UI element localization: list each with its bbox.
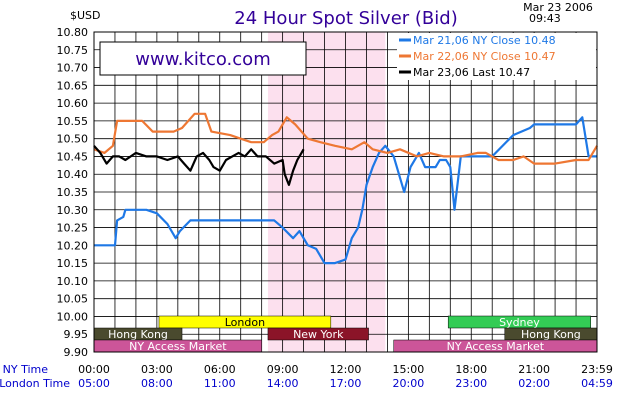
x-tick-ny: 06:00 bbox=[204, 363, 236, 376]
legend-entry: Mar 23,06 Last 10.47 bbox=[413, 66, 530, 79]
chart-title: 24 Hour Spot Silver (Bid) bbox=[234, 8, 457, 29]
y-tick-label: 10.65 bbox=[57, 79, 89, 92]
x-tick-london: 23:00 bbox=[455, 377, 487, 390]
market-label: Hong Kong bbox=[521, 328, 581, 341]
y-tick-label: 10.15 bbox=[57, 257, 89, 270]
market-label: NY Access Market bbox=[129, 340, 227, 353]
y-tick-label: 10.55 bbox=[57, 115, 89, 128]
market-label: Hong Kong bbox=[108, 328, 168, 341]
x-row-label-ny: NY Time bbox=[3, 363, 49, 376]
y-tick-label: 10.70 bbox=[57, 62, 89, 75]
chart-time: 09:43 bbox=[529, 12, 561, 25]
y-tick-label: 10.00 bbox=[57, 310, 89, 323]
market-label: New York bbox=[293, 328, 344, 341]
y-tick-label: 9.95 bbox=[64, 328, 89, 341]
x-tick-london: 05:00 bbox=[78, 377, 110, 390]
x-tick-ny: 18:00 bbox=[455, 363, 487, 376]
series-line bbox=[93, 145, 305, 186]
legend-box bbox=[397, 33, 596, 80]
y-tick-label: 10.50 bbox=[57, 133, 89, 146]
x-tick-london: 11:00 bbox=[204, 377, 236, 390]
x-tick-ny: 23:59 bbox=[581, 363, 613, 376]
y-tick-label: 10.35 bbox=[57, 186, 89, 199]
y-tick-label: 9.90 bbox=[64, 346, 89, 359]
market-bar bbox=[267, 327, 369, 341]
y-axis-ticks: 10.80 10.75 10.70 10.65 10.60 10.55 10.50 10.45… bbox=[57, 26, 89, 359]
series-lines bbox=[93, 112, 598, 265]
y-tick-label: 10.80 bbox=[57, 26, 89, 39]
x-tick-london: 17:00 bbox=[330, 377, 362, 390]
y-tick-label: 10.20 bbox=[57, 239, 89, 252]
x-tick-ny: 21:00 bbox=[518, 363, 550, 376]
y-tick-label: 10.40 bbox=[57, 168, 89, 181]
y-tick-label: 10.75 bbox=[57, 44, 89, 57]
x-tick-ny: 15:00 bbox=[393, 363, 425, 376]
legend: Mar 21,06 NY Close 10.48 Mar 22,06 NY Clo… bbox=[397, 33, 596, 80]
y-tick-label: 10.30 bbox=[57, 204, 89, 217]
x-row-label-london: London Time bbox=[0, 377, 70, 390]
y-tick-label: 10.60 bbox=[57, 97, 89, 110]
y-tick-label: 10.05 bbox=[57, 293, 89, 306]
x-tick-ny: 00:00 bbox=[78, 363, 110, 376]
market-label: NY Access Market bbox=[447, 340, 545, 353]
market-label: Sydney bbox=[499, 316, 540, 329]
x-tick-london: 14:00 bbox=[267, 377, 299, 390]
x-tick-london: 04:59 bbox=[581, 377, 613, 390]
y-tick-label: 10.45 bbox=[57, 150, 89, 163]
x-tick-london: 20:00 bbox=[393, 377, 425, 390]
market-bar bbox=[158, 315, 332, 329]
plot-border bbox=[93, 31, 598, 353]
x-tick-london: 08:00 bbox=[141, 377, 173, 390]
y-tick-label: 10.25 bbox=[57, 222, 89, 235]
market-label: London bbox=[225, 316, 265, 329]
series-line bbox=[93, 112, 598, 165]
x-tick-london: 02:00 bbox=[518, 377, 550, 390]
legend-entry: Mar 21,06 NY Close 10.48 bbox=[413, 34, 556, 47]
watermark-text: www.kitco.com bbox=[135, 49, 270, 70]
series-line bbox=[94, 116, 597, 265]
x-tick-ny: 12:00 bbox=[330, 363, 362, 376]
legend-entry: Mar 22,06 NY Close 10.47 bbox=[413, 50, 556, 63]
x-tick-ny: 03:00 bbox=[141, 363, 173, 376]
x-tick-ny: 09:00 bbox=[267, 363, 299, 376]
y-axis-label: $USD bbox=[70, 9, 101, 22]
y-tick-label: 10.10 bbox=[57, 275, 89, 288]
chart-date: Mar 23 2006 bbox=[523, 1, 593, 14]
watermark-box bbox=[99, 41, 307, 76]
